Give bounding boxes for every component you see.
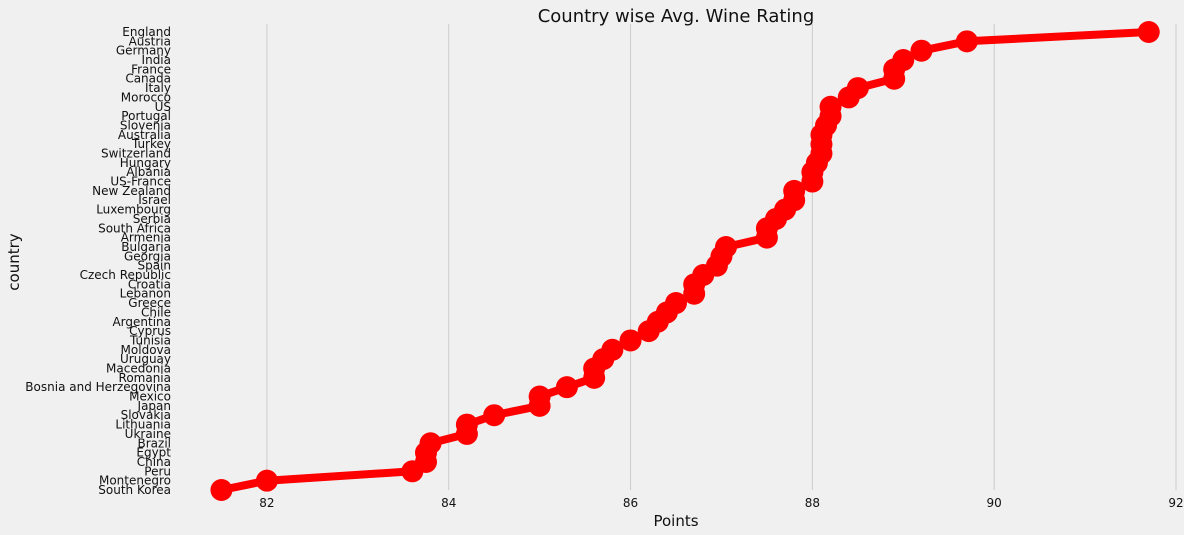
data-point <box>1137 21 1160 43</box>
category-labels: EnglandAustriaGermanyIndiaFranceCanadaIt… <box>25 25 171 497</box>
y-tick-label: Macedonia <box>106 361 171 375</box>
y-tick-label: Lebanon <box>120 287 171 301</box>
y-tick-label: Austria <box>129 34 171 48</box>
y-tick-label: England <box>122 25 171 39</box>
y-tick-label: Czech Republic <box>80 268 171 282</box>
y-tick-label: Bulgaria <box>121 240 171 254</box>
x-tick-label: 88 <box>805 496 820 510</box>
y-tick-label: US-France <box>110 175 171 189</box>
y-tick-label: Mexico <box>129 390 171 404</box>
data-point <box>755 226 778 249</box>
data-point <box>837 86 860 109</box>
series-line <box>217 28 1153 494</box>
y-tick-label: Georgia <box>124 249 171 263</box>
y-tick-label: Lithuania <box>115 418 171 432</box>
y-tick-label: Cyprus <box>129 324 171 338</box>
data-point <box>483 404 506 427</box>
y-tick-label: South Africa <box>98 221 171 235</box>
y-tick-label: Canada <box>125 72 171 86</box>
y-tick-label: Japan <box>137 399 171 413</box>
y-tick-label: China <box>137 455 171 469</box>
x-tick-label: 86 <box>623 496 638 510</box>
y-tick-label: Luxembourg <box>96 203 171 217</box>
data-point <box>583 366 606 389</box>
y-tick-label: Israel <box>138 193 171 207</box>
y-tick-label: Morocco <box>121 90 171 104</box>
y-tick-label: Hungary <box>120 156 171 170</box>
y-tick-label: Romania <box>119 371 171 385</box>
data-point <box>683 282 706 305</box>
y-tick-label: Germany <box>116 44 171 58</box>
data-point <box>955 30 978 53</box>
data-point <box>401 460 424 483</box>
y-tick-label: US <box>155 100 171 114</box>
x-tick-label: 92 <box>1168 496 1183 510</box>
y-tick-label: Brazil <box>138 436 172 450</box>
markers <box>210 21 1160 501</box>
x-axis-label: Points <box>653 512 698 530</box>
y-tick-label: India <box>142 53 171 67</box>
data-point <box>455 422 478 445</box>
y-tick-label: Croatia <box>128 277 171 291</box>
y-tick-label: Turkey <box>131 137 171 151</box>
y-tick-label: Armenia <box>121 231 171 245</box>
y-tick-label: Serbia <box>133 212 171 226</box>
y-tick-label: Peru <box>144 464 171 478</box>
data-point <box>637 320 660 343</box>
data-point <box>528 394 551 417</box>
data-point <box>255 469 278 492</box>
y-tick-label: Slovakia <box>121 408 171 422</box>
y-tick-label: Moldova <box>121 343 171 357</box>
y-tick-label: Bosnia and Herzegovina <box>25 380 171 394</box>
x-tick-label: 90 <box>987 496 1002 510</box>
y-tick-label: Egypt <box>136 446 171 460</box>
y-tick-label: France <box>131 62 171 76</box>
y-tick-label: Albania <box>126 165 171 179</box>
y-tick-label: Ukraine <box>125 427 171 441</box>
x-ticks: 82 84 86 88 90 92 <box>259 496 1183 510</box>
y-tick-label: Spain <box>137 259 171 273</box>
y-tick-label: Uruguay <box>120 352 171 366</box>
y-tick-label: Switzerland <box>101 147 171 161</box>
y-tick-label: Greece <box>128 296 171 310</box>
y-tick-label: Tunisia <box>129 333 171 347</box>
data-point <box>801 170 824 193</box>
data-point <box>883 67 906 90</box>
y-tick-label: South Korea <box>98 483 171 497</box>
y-axis-label: country <box>5 233 23 290</box>
data-point <box>910 39 933 62</box>
data-point <box>210 479 233 501</box>
y-tick-label: New Zealand <box>92 184 171 198</box>
y-tick-label: Montenegro <box>99 474 171 488</box>
y-tick-label: Chile <box>141 305 171 319</box>
x-tick-label: 82 <box>259 496 274 510</box>
data-point <box>555 376 578 399</box>
data-point <box>619 329 642 352</box>
y-tick-label: Australia <box>118 128 171 142</box>
y-tick-label: Slovenia <box>120 118 171 132</box>
x-tick-label: 84 <box>441 496 456 510</box>
gridlines <box>266 24 1177 490</box>
y-tick-label: Argentina <box>112 315 171 329</box>
chart-title: Country wise Avg. Wine Rating <box>538 6 815 27</box>
y-tick-label: Portugal <box>121 109 171 123</box>
y-tick-label: Italy <box>145 81 171 95</box>
